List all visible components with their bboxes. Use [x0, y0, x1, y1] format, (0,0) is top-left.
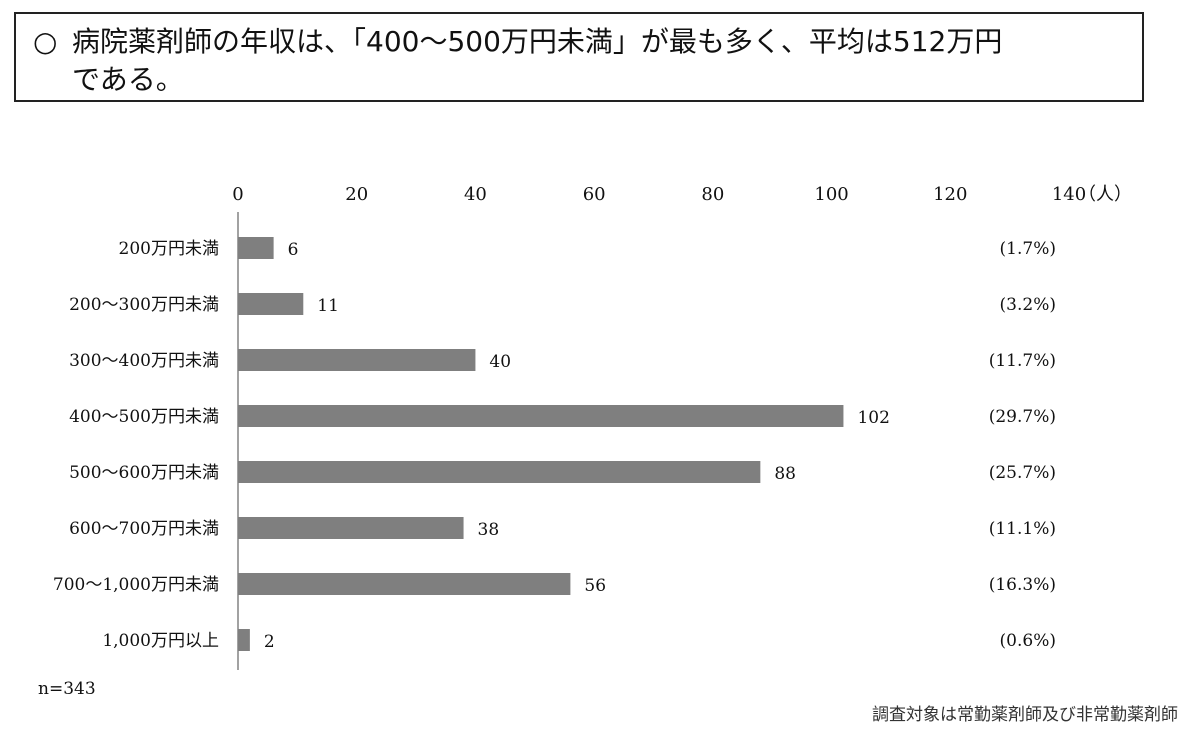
- value-label: 6: [288, 240, 299, 260]
- percent-label: (25.7%): [989, 463, 1056, 483]
- value-label: 88: [774, 464, 796, 484]
- bar: [238, 293, 304, 315]
- percent-label: (3.2%): [1000, 295, 1056, 315]
- x-tick-label: 60: [583, 184, 606, 205]
- survey-target-note: 調査対象は常勤薬剤師及び非常勤薬剤師: [872, 705, 1178, 725]
- title-line-1: 病院薬剤師の年収は、「400～500万円未満」が最も多く、平均は512万円: [72, 25, 1003, 58]
- bar: [238, 349, 476, 371]
- category-label: 300～400万円未満: [69, 351, 219, 371]
- bar: [238, 517, 464, 539]
- x-tick-label: 20: [345, 184, 368, 205]
- percent-label: (0.6%): [1000, 631, 1056, 651]
- bar: [238, 461, 761, 483]
- sample-size-note: n=343: [38, 679, 96, 699]
- title-line-2: である。: [72, 63, 184, 96]
- percent-label: (11.7%): [989, 351, 1056, 371]
- value-label: 38: [478, 520, 500, 540]
- category-label: 1,000万円以上: [102, 631, 219, 651]
- bar: [238, 573, 571, 595]
- value-label: 56: [584, 576, 606, 596]
- value-label: 102: [857, 408, 889, 428]
- category-label: 600～700万円未満: [69, 519, 219, 539]
- percent-label: (16.3%): [989, 575, 1056, 595]
- percent-label: (1.7%): [1000, 239, 1056, 259]
- percent-label: (29.7%): [989, 407, 1056, 427]
- bar: [238, 237, 274, 259]
- value-label: 40: [489, 352, 511, 372]
- x-tick-label: 0: [232, 184, 243, 205]
- x-tick-label: 140: [1052, 184, 1086, 205]
- category-label: 700～1,000万円未満: [53, 575, 219, 595]
- title-box: ○ 病院薬剤師の年収は、「400～500万円未満」が最も多く、平均は512万円 …: [14, 12, 1144, 102]
- bar: [238, 629, 250, 651]
- category-label: 200～300万円未満: [69, 295, 219, 315]
- category-label: 200万円未満: [119, 239, 219, 259]
- x-tick-label: 80: [701, 184, 724, 205]
- bar: [238, 405, 844, 427]
- x-unit-label: （人）: [1078, 184, 1132, 205]
- value-label: 11: [317, 296, 339, 316]
- value-label: 2: [264, 632, 275, 652]
- x-tick-label: 120: [933, 184, 967, 205]
- circle-bullet-icon: ○: [33, 25, 58, 58]
- category-label: 400～500万円未満: [69, 407, 219, 427]
- category-label: 500～600万円未満: [69, 463, 219, 483]
- percent-label: (11.1%): [989, 519, 1056, 539]
- x-tick-label: 100: [814, 184, 848, 205]
- x-tick-label: 40: [464, 184, 487, 205]
